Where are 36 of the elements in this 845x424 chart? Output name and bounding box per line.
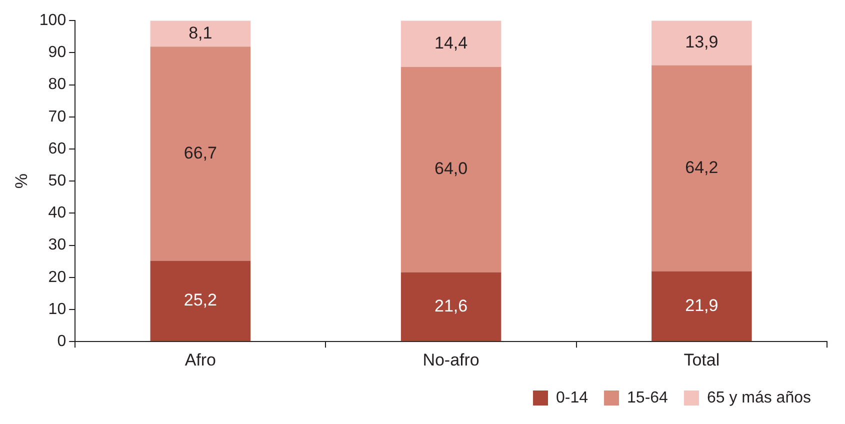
y-tick-label: 20 <box>48 268 66 286</box>
data-label: 25,2 <box>184 290 217 310</box>
bar <box>150 260 251 342</box>
y-tick-label: 70 <box>48 108 66 126</box>
bar <box>400 66 502 272</box>
data-label: 8,1 <box>188 23 212 42</box>
y-tick-label: 90 <box>48 44 66 62</box>
bar <box>150 20 251 47</box>
y-axis-title: % <box>12 174 31 189</box>
data-label: 21,6 <box>434 296 468 316</box>
x-tick-label: Afro <box>184 350 216 370</box>
bar <box>150 46 251 261</box>
data-label: 64,2 <box>685 158 718 177</box>
y-tick-label: 10 <box>48 300 66 318</box>
bar <box>400 272 502 342</box>
bar <box>652 20 752 66</box>
x-tick-label: Total <box>684 350 720 370</box>
data-label: 21,9 <box>685 296 718 315</box>
data-label: 13,9 <box>685 32 718 52</box>
legend-label: 65 y más años <box>706 389 812 406</box>
x-tick-label: No-afro <box>422 350 480 370</box>
y-tick-label: 50 <box>48 172 66 190</box>
bar <box>400 20 502 67</box>
y-tick-label: 100 <box>39 12 66 30</box>
bar <box>652 271 752 342</box>
legend-label: 0-14 <box>556 389 588 406</box>
bar <box>652 65 752 272</box>
legend-label: 15-64 <box>627 389 668 406</box>
y-tick-label: 30 <box>48 236 66 254</box>
data-label: 64,0 <box>434 159 468 178</box>
y-tick-label: 60 <box>48 140 66 158</box>
y-tick-label: 80 <box>48 76 66 94</box>
data-label: 66,7 <box>184 143 217 162</box>
y-tick-label: 0 <box>57 333 66 350</box>
data-label: 14,4 <box>434 33 468 52</box>
y-tick-label: 40 <box>48 204 66 222</box>
